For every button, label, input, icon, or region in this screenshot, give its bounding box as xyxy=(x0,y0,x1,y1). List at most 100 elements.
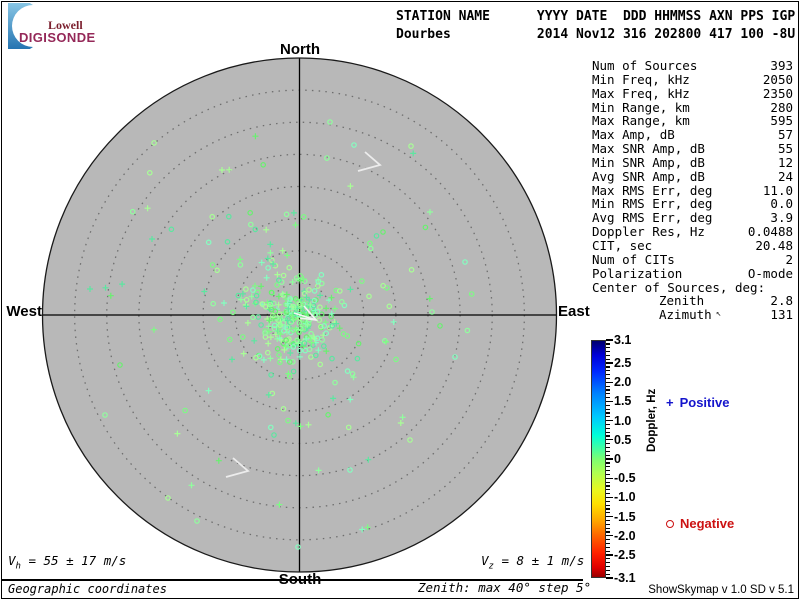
chevron-arrow-icon xyxy=(357,151,382,172)
stat-label: Doppler Res, Hz xyxy=(592,224,705,240)
colorbar-tick-label: -3.1 xyxy=(614,571,636,585)
colorbar-major-tick xyxy=(606,381,613,383)
negative-source-marker xyxy=(262,330,268,336)
colorbar-tick-label: 2.0 xyxy=(614,375,632,390)
negative-source-marker xyxy=(214,267,220,274)
station-header-columns: STATION NAME YYYY DATE DDD HHMMSS AXN PP… xyxy=(396,9,796,24)
stat-value: 2.8 xyxy=(770,293,793,309)
stat-row: CIT, sec 20.48 xyxy=(592,239,793,253)
positive-source-marker xyxy=(304,321,311,328)
stat-label: Avg RMS Err, deg xyxy=(592,210,713,226)
negative-source-marker xyxy=(268,372,274,378)
stat-value: 20.48 xyxy=(755,237,793,253)
colorbar-major-tick xyxy=(606,535,613,537)
negative-source-marker xyxy=(386,303,393,310)
colorbar-minor-tick xyxy=(606,473,610,476)
colorbar-minor-tick xyxy=(606,370,610,372)
negative-source-marker xyxy=(315,278,322,285)
colorbar-minor-tick xyxy=(606,408,610,410)
positive-source-marker xyxy=(283,356,290,363)
positive-source-marker xyxy=(278,321,285,328)
negative-source-marker xyxy=(349,371,356,377)
negative-source-marker xyxy=(341,302,348,309)
stat-row: Min SNR Amp, dB 12 xyxy=(592,156,793,170)
negative-source-marker xyxy=(260,162,267,168)
colorbar-tick-label: 3.1 xyxy=(614,333,632,347)
negative-source-marker xyxy=(217,316,223,323)
positive-source-marker xyxy=(266,317,273,324)
stat-label: Max Amp, dB xyxy=(592,127,675,143)
stat-value: 131 xyxy=(770,307,793,323)
negative-source-marker xyxy=(295,544,301,550)
positive-source-marker xyxy=(260,356,267,363)
negative-source-marker xyxy=(437,323,443,329)
stat-label: Num of Sources xyxy=(592,58,698,73)
negative-source-marker xyxy=(340,331,347,337)
negative-source-marker xyxy=(280,272,287,279)
negative-source-marker xyxy=(272,308,279,315)
stat-value: 2 xyxy=(785,251,793,267)
positive-legend-label: Positive xyxy=(679,395,730,410)
negative-source-marker xyxy=(429,309,435,315)
positive-source-marker xyxy=(296,353,303,360)
positive-source-marker xyxy=(263,226,270,233)
positive-source-marker xyxy=(359,526,366,533)
negative-source-marker xyxy=(274,282,280,288)
stat-row: Azimuth ↖ 131 xyxy=(592,308,793,322)
negative-source-marker xyxy=(287,296,293,302)
negative-source-marker xyxy=(311,297,318,304)
positive-source-marker xyxy=(292,420,299,427)
negative-source-marker xyxy=(248,221,254,228)
stat-label: CIT, sec xyxy=(592,237,653,253)
negative-source-marker xyxy=(327,119,333,125)
vertical-velocity-readout: Vz = 8 ± 1 m/s xyxy=(481,553,584,572)
positive-source-marker xyxy=(270,315,277,322)
negative-source-marker xyxy=(299,297,305,303)
negative-source-marker xyxy=(452,354,458,360)
positive-source-marker xyxy=(258,259,265,266)
negative-source-marker xyxy=(290,368,297,375)
colorbar-axis-label: Doppler, Hz xyxy=(646,388,658,452)
stat-value: 280 xyxy=(770,99,793,115)
colorbar-minor-tick xyxy=(606,374,610,376)
stat-row: Max RMS Err, deg 11.0 xyxy=(592,183,793,198)
negative-source-marker xyxy=(226,213,232,220)
positive-source-marker xyxy=(287,350,294,356)
negative-source-marker xyxy=(151,140,157,146)
positive-source-marker xyxy=(297,423,304,430)
positive-source-marker xyxy=(284,300,291,307)
colorbar-gradient xyxy=(591,340,606,578)
positive-source-marker xyxy=(248,293,255,300)
positive-source-marker xyxy=(174,430,181,437)
colorbar-minor-tick xyxy=(606,562,610,564)
positive-source-marker xyxy=(308,339,315,346)
colorbar-major-tick xyxy=(606,439,613,441)
negative-source-marker xyxy=(318,271,325,278)
colorbar-minor-tick xyxy=(606,427,610,429)
positive-source-marker xyxy=(267,334,274,341)
negative-source-marker xyxy=(351,142,357,148)
positive-source-marker xyxy=(205,387,212,394)
colorbar-minor-tick xyxy=(606,573,610,575)
negative-source-marker xyxy=(262,328,269,334)
negative-source-marker xyxy=(408,266,415,273)
positive-source-marker xyxy=(284,252,291,259)
negative-source-marker xyxy=(323,330,330,337)
positive-source-marker xyxy=(252,282,258,289)
colorbar-minor-tick xyxy=(606,462,610,464)
negative-source-marker xyxy=(312,311,319,318)
negative-source-marker xyxy=(336,288,343,294)
colorbar-tick-label: -0.5 xyxy=(614,471,636,486)
negative-source-marker xyxy=(210,300,217,307)
negative-source-marker xyxy=(274,345,281,352)
colorbar-major-tick xyxy=(606,420,613,422)
negative-source-marker xyxy=(285,417,291,424)
colorbar-tick-label: -2.0 xyxy=(614,528,636,543)
negative-source-marker xyxy=(297,273,304,279)
positive-source-marker xyxy=(426,295,433,302)
negative-source-marker xyxy=(310,305,317,312)
stat-label: Min Range, km xyxy=(592,99,690,115)
colorbar-major-tick xyxy=(606,362,613,364)
software-version-label: ShowSkymap v 1.0 SD v 5.1 xyxy=(648,584,794,596)
lowell-digisonde-logo xyxy=(8,3,33,49)
